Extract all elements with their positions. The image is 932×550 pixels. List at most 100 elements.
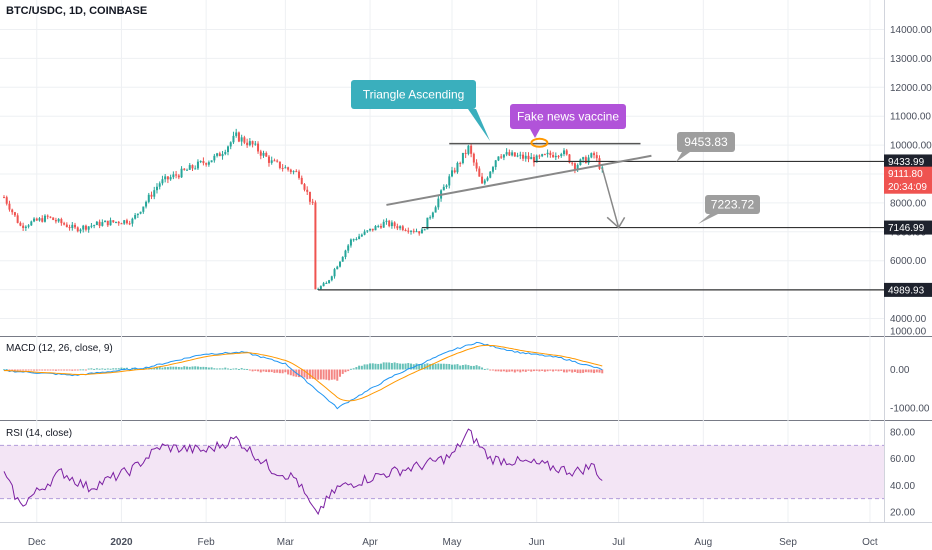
candle-body [300,177,303,185]
symbol-title: BTC/USDC, 1D, COINBASE [6,5,148,17]
macd-histogram-bar [358,365,361,370]
candle-body [541,154,544,157]
macd-histogram-bar [385,362,388,370]
macd-histogram-bar [590,369,593,373]
macd-histogram-bar [57,369,60,371]
candle-body [579,159,582,166]
macd-histogram-bar [74,369,77,371]
target-up-callout-box [677,132,735,152]
macd-histogram-bar [177,366,180,370]
candle-body [95,221,98,226]
candle-body [164,176,167,180]
candle-body [587,157,590,164]
macd-histogram-bar [576,369,579,374]
candle-body [379,226,382,228]
macd-histogram-bar [120,367,123,370]
macd-histogram-bar [448,363,451,370]
candle-body [407,230,410,232]
candle-body [98,221,101,226]
macd-histogram-bar [93,368,96,370]
candle-body [481,176,484,184]
macd-histogram-bar [352,368,355,370]
candle-body [289,169,292,173]
macd-histogram-bar [300,369,303,378]
candle-body [71,224,74,229]
macd-histogram-bar [511,369,514,372]
candle-body [502,154,505,158]
price-tick-label: 6000.00 [890,256,927,267]
target-up-callout-text: 9453.83 [684,135,728,149]
macd-histogram-bar [369,363,372,370]
candle-body [237,132,240,142]
candle-body [295,171,298,173]
macd-tick-label: 0.00 [890,365,910,376]
macd-histogram-bar [218,368,221,370]
macd-histogram-bar [333,369,336,380]
candle-body [65,224,68,228]
candle-body [314,202,317,290]
candle-body [158,183,161,187]
macd-histogram-bar [128,368,131,370]
x-tick-label: Jul [612,537,625,548]
macd-histogram-bar [502,369,505,372]
candle-body [420,229,423,234]
candle-body [352,239,355,241]
vaccine-callout-text: Fake news vaccine [517,110,619,124]
macd-histogram-bar [95,368,98,370]
candle-body [423,229,426,231]
candle-body [227,146,229,153]
macd-histogram-bar [554,369,557,371]
macd-histogram-bar [431,363,434,370]
macd-histogram-bar [169,366,172,370]
candle-body [319,286,322,289]
macd-histogram-bar [199,366,202,370]
candle-body [153,190,156,197]
candle-body [175,174,178,176]
candle-body [199,161,202,163]
macd-histogram-bar [76,369,79,371]
macd-histogram-bar [530,369,533,372]
candle-body [404,229,407,231]
candle-body [82,225,85,230]
macd-histogram-bar [470,365,473,370]
macd-histogram-bar [374,363,377,370]
candle-body [448,176,451,186]
candle-body [437,198,440,208]
macd-histogram-bar [347,369,350,372]
macd-histogram-bar [366,364,369,370]
candle-body [554,155,557,158]
macd-histogram-bar [134,367,137,370]
macd-histogram-bar [522,369,525,372]
candle-body [251,141,254,145]
candle-body [115,221,117,223]
candle-body [546,152,549,155]
macd-histogram-bar [41,369,44,371]
candle-body [248,141,251,146]
candle-body [183,168,186,170]
macd-histogram-bar [3,369,5,371]
rsi-tick-label: 20.00 [890,508,915,519]
candle-body [341,257,344,262]
macd-histogram-bar [513,369,516,373]
candle-body [84,225,87,230]
macd-histogram-bar [396,363,399,370]
macd-histogram-bar [461,365,464,370]
macd-histogram-bar [194,366,197,370]
macd-histogram-bar [16,369,19,371]
candle-body [530,157,533,160]
macd-histogram-bar [101,368,104,370]
candle-body [472,153,475,163]
candle-body [257,143,260,152]
candle-body [330,276,333,281]
macd-histogram-bar [538,369,541,372]
x-tick-label: Dec [28,537,46,548]
candle-body [598,158,601,169]
macd-histogram-bar [202,366,205,370]
macd-histogram-bar [243,368,246,370]
macd-histogram-bar [483,368,486,370]
candle-body [584,157,587,164]
macd-histogram-bar [251,369,254,372]
candle-body [461,152,464,164]
candle-body [188,165,191,170]
macd-histogram-bar [109,368,112,370]
